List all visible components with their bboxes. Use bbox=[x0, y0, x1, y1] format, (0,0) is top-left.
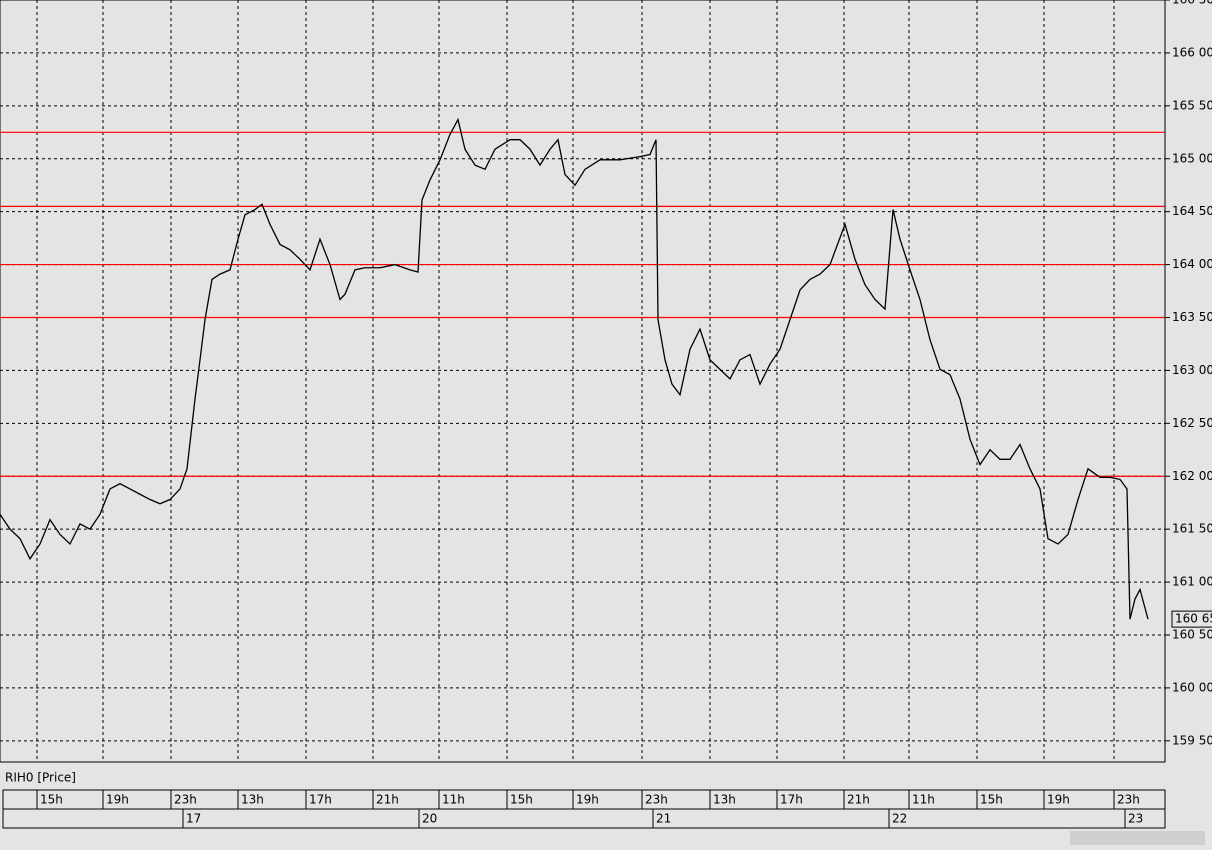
plot-area bbox=[0, 0, 1166, 763]
x-tick-label: 23h bbox=[1117, 793, 1140, 807]
y-tick-label: 162 500 bbox=[1172, 416, 1212, 430]
price-line bbox=[0, 117, 1149, 620]
x-tick-label: 23h bbox=[174, 793, 197, 807]
x-tick-label: 13h bbox=[241, 793, 264, 807]
x-tick-label: 15h bbox=[40, 793, 63, 807]
date-tick-label: 22 bbox=[892, 812, 907, 826]
series-name: RIH0 [Price] bbox=[5, 771, 76, 785]
x-tick-label: 15h bbox=[980, 793, 1003, 807]
y-tick-label: 164 000 bbox=[1172, 257, 1212, 271]
y-tick-label: 165 000 bbox=[1172, 151, 1212, 165]
y-tick-label: 163 000 bbox=[1172, 363, 1212, 377]
x-tick-label: 15h bbox=[510, 793, 533, 807]
y-tick-label: 161 500 bbox=[1172, 522, 1212, 536]
y-tick-label: 160 000 bbox=[1172, 680, 1212, 694]
date-tick-label: 20 bbox=[422, 812, 437, 826]
x-tick-label: 11h bbox=[912, 793, 935, 807]
y-tick-label: 163 500 bbox=[1172, 310, 1212, 324]
x-tick-label: 19h bbox=[1047, 793, 1070, 807]
x-tick-label: 23h bbox=[645, 793, 668, 807]
date-tick-label: 23 bbox=[1128, 812, 1143, 826]
y-tick-label: 159 500 bbox=[1172, 733, 1212, 747]
y-tick-label: 164 500 bbox=[1172, 204, 1212, 218]
last-price-box bbox=[1171, 610, 1212, 628]
x-tick-label: 17h bbox=[309, 793, 332, 807]
y-tick-label: 161 000 bbox=[1172, 575, 1212, 589]
x-tick-label: 11h bbox=[442, 793, 465, 807]
last-price-label: 160 650 bbox=[1175, 612, 1212, 626]
scrollbar[interactable] bbox=[1070, 831, 1205, 845]
date-tick-label: 21 bbox=[656, 812, 671, 826]
y-tick-label: 166 500 bbox=[1172, 0, 1212, 7]
x-tick-label: 19h bbox=[576, 793, 599, 807]
x-tick-label: 13h bbox=[713, 793, 736, 807]
x-tick-label: 21h bbox=[376, 793, 399, 807]
y-tick-label: 165 500 bbox=[1172, 98, 1212, 112]
date-tick-label: 17 bbox=[186, 812, 201, 826]
x-tick-label: 17h bbox=[780, 793, 803, 807]
x-tick-label: 19h bbox=[106, 793, 129, 807]
y-tick-label: 166 000 bbox=[1172, 45, 1212, 59]
y-tick-label: 162 000 bbox=[1172, 469, 1212, 483]
x-tick-label: 21h bbox=[847, 793, 870, 807]
y-tick-label: 160 500 bbox=[1172, 628, 1212, 642]
